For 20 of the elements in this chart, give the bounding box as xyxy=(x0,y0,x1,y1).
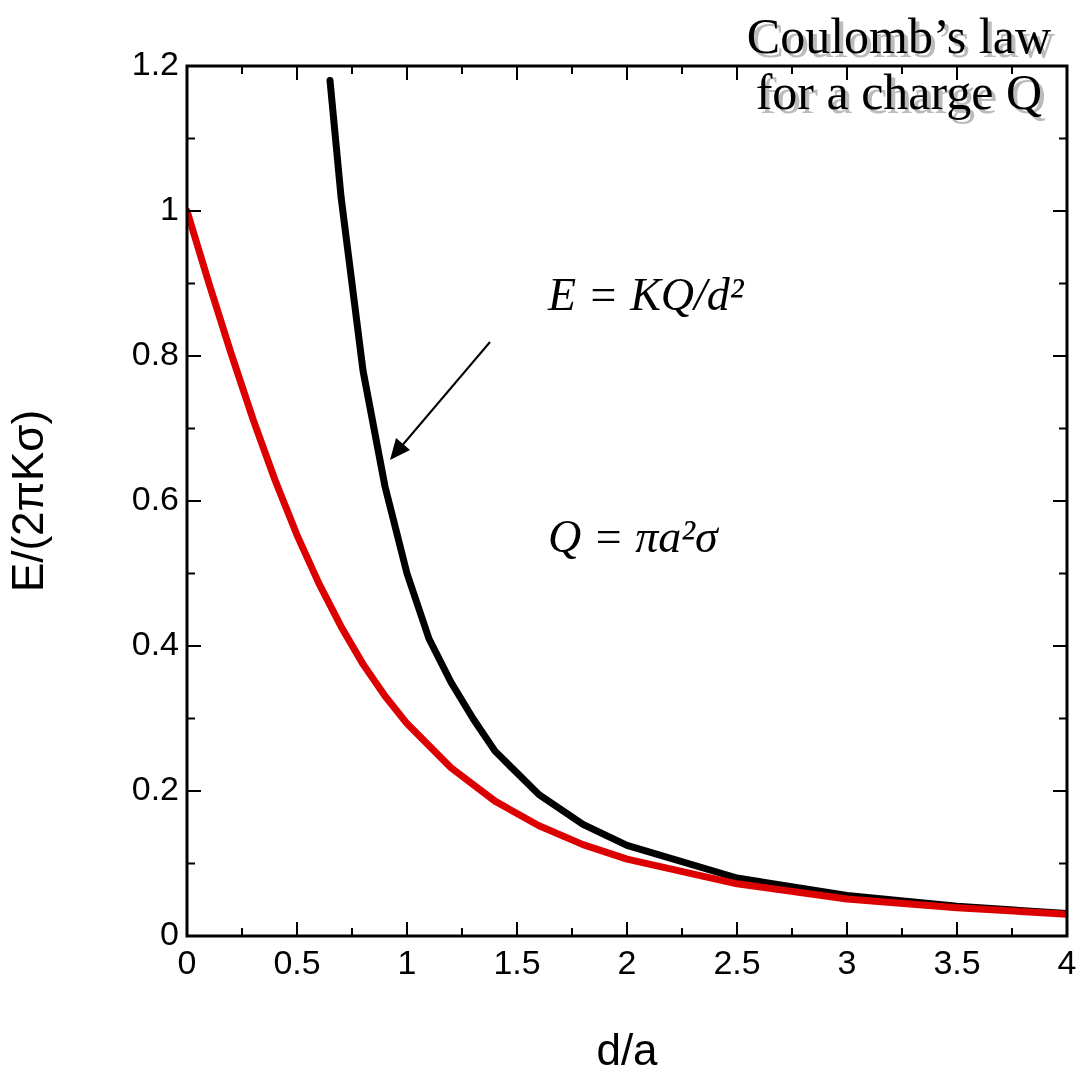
x-tick-label: 0.5 xyxy=(273,942,321,981)
y-tick-label: 1 xyxy=(160,189,179,228)
y-tick-label: 0.6 xyxy=(131,479,179,518)
x-axis-title: d/a xyxy=(596,1024,659,1074)
x-tick-label: 4 xyxy=(1057,942,1077,981)
x-tick-label: 2 xyxy=(617,942,637,981)
y-tick-label: 0.4 xyxy=(131,624,179,663)
y-tick-label: 1.2 xyxy=(131,44,179,83)
x-tick-label: 1 xyxy=(397,942,417,981)
annotation: Q = πa²σ xyxy=(548,510,718,563)
y-axis-title: E/(2πKσ) xyxy=(2,409,52,593)
x-tick-label: 1.5 xyxy=(493,942,541,981)
y-tick-label: 0 xyxy=(160,914,179,953)
x-tick-label: 2.5 xyxy=(713,942,761,981)
y-tick-label: 0.8 xyxy=(131,334,179,373)
y-tick-label: 0.2 xyxy=(131,769,179,808)
chart-title: Coulomb’s law for a charge Q xyxy=(746,8,1051,120)
annotation: E = KQ/d² xyxy=(548,268,744,321)
x-tick-label: 3 xyxy=(837,942,857,981)
x-tick-label: 3.5 xyxy=(933,942,981,981)
